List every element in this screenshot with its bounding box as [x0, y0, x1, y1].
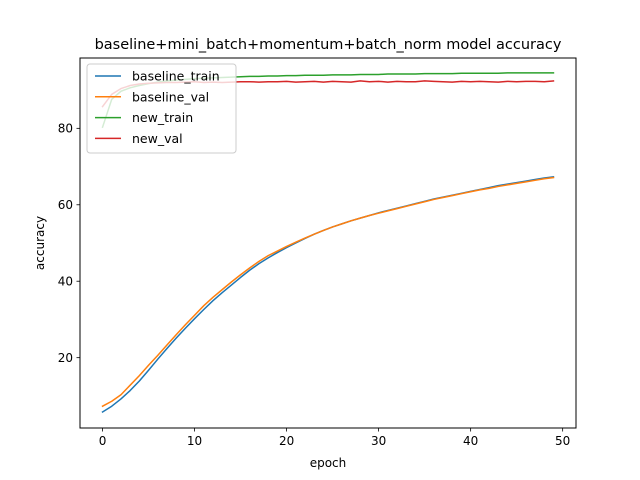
- x-tick-label: 10: [187, 434, 202, 448]
- x-tick-label: 50: [555, 434, 570, 448]
- ticks-layer: 0 10 20 30 40 50 20 40 60 80: [58, 122, 571, 448]
- y-tick-label: 20: [58, 351, 73, 365]
- y-tick-label: 60: [58, 198, 73, 212]
- plot-frame: [79, 57, 577, 429]
- legend: baseline_train baseline_val new_train new_v…: [86, 63, 237, 154]
- x-tick-label: 30: [371, 434, 386, 448]
- chart-title: baseline+mini_batch+momentum+batch_norm …: [95, 37, 562, 53]
- x-tick-label: 20: [279, 434, 294, 448]
- legend-box: [86, 63, 237, 154]
- x-axis-label: epoch: [310, 456, 347, 470]
- legend-label: baseline_val: [132, 89, 209, 104]
- y-tick-label: 40: [58, 274, 73, 288]
- y-axis-label: accuracy: [33, 216, 47, 270]
- legend-label: new_val: [132, 131, 183, 146]
- x-tick-label: 40: [463, 434, 478, 448]
- legend-label: baseline_train: [132, 69, 220, 84]
- legend-label: new_train: [132, 110, 193, 125]
- y-tick-label: 80: [58, 122, 73, 136]
- x-tick-label: 0: [99, 434, 107, 448]
- series-line-baseline-val: [101, 176, 555, 408]
